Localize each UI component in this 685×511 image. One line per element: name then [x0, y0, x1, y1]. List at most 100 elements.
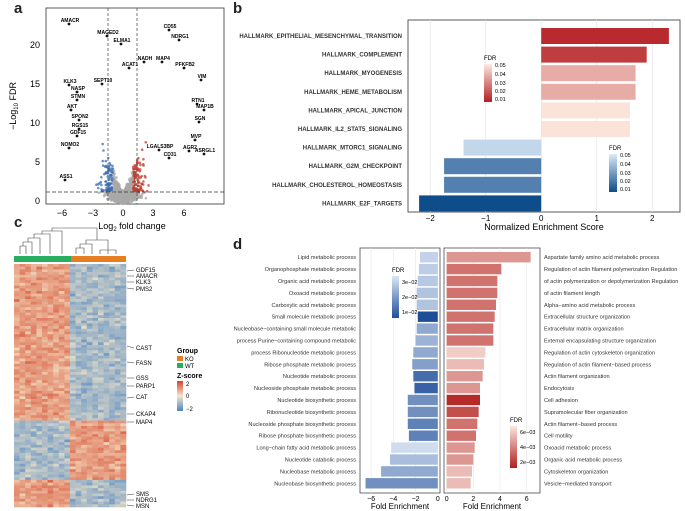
heatmap-cell [58, 396, 65, 400]
nes-x-tick-label: 2 [650, 214, 655, 223]
heatmap-cell [53, 374, 60, 378]
heatmap-cell [98, 331, 104, 335]
heatmap-cell [120, 377, 127, 381]
heatmap-cell [109, 342, 116, 346]
heatmap-cell [70, 323, 76, 327]
heatmap-cell [19, 404, 26, 408]
heatmap-cell [109, 299, 116, 303]
heatmap-cell [114, 366, 121, 370]
heatmap-cell [14, 372, 20, 375]
go-down-label: Organic acid metabolic process [278, 279, 356, 285]
heatmap-cell [70, 296, 76, 300]
heatmap-cell [98, 417, 104, 421]
heatmap-cell [70, 299, 76, 303]
heatmap-cell [25, 409, 32, 413]
volcano-point [133, 197, 137, 200]
heatmap-cell [14, 455, 20, 459]
go-up-label: External encapsulating structure organiz… [544, 339, 656, 345]
heatmap-cell [70, 426, 76, 429]
heatmap-cell [19, 336, 26, 340]
heatmap-cell [109, 358, 116, 362]
heatmap-cell [14, 461, 20, 465]
heatmap-cell [25, 474, 32, 478]
heatmap-cell [58, 493, 65, 497]
heatmap-cell [36, 423, 43, 427]
heatmap-cell [36, 347, 43, 351]
heatmap-cell [81, 312, 88, 316]
volcano-highlight-point [75, 98, 79, 102]
heatmap-cell [114, 396, 121, 400]
volcano-point [127, 193, 130, 197]
volcano-y-axis-label: −Log10 FDR [8, 82, 20, 130]
heatmap-cell [14, 488, 20, 492]
legend-tick: 3e−02 [402, 280, 417, 286]
legend-colorbar [392, 276, 399, 318]
volcano-point [126, 197, 129, 200]
heatmap-cell [64, 309, 71, 313]
heatmap-cell [58, 504, 65, 508]
heatmap-cell [64, 399, 71, 402]
heatmap-cell [58, 318, 65, 321]
heatmap-cell [14, 377, 20, 381]
volcano-highlight-point [67, 22, 71, 26]
heatmap-cell [109, 485, 116, 489]
heatmap-cell [86, 496, 93, 500]
heatmap-cell [30, 428, 37, 432]
heatmap-cell [109, 269, 116, 273]
heatmap-cell [114, 407, 121, 411]
heatmap-cell [58, 350, 65, 354]
go-right-x-tick: 2 [471, 496, 475, 503]
heatmap-cell [53, 336, 60, 340]
heatmap-cell [81, 463, 88, 467]
heatmap-cell [120, 404, 127, 408]
heatmap-cell [75, 396, 82, 400]
heatmap-cell [98, 434, 104, 438]
heatmap-cell [58, 385, 65, 389]
heatmap-cell [14, 382, 20, 386]
heatmap-cell [103, 355, 110, 359]
heatmap-cell [14, 399, 20, 402]
heatmap-cell [64, 264, 71, 267]
heatmap-cell [75, 320, 82, 324]
heatmap-cell [47, 461, 54, 465]
heatmap-cell [64, 423, 71, 427]
heatmap-cell [14, 374, 20, 378]
heatmap-gene-labels: GDF15AMACRKLK3PMS2CASTFASNGSSPARP1CATCKA… [126, 268, 158, 510]
heatmap-cell [92, 331, 99, 335]
go-down-bar [416, 323, 438, 334]
heatmap-cell [98, 336, 104, 340]
go-up-label: Cell adhesion [544, 398, 578, 404]
heatmap-cell [25, 455, 32, 459]
heatmap-cell [70, 396, 76, 400]
heatmap-cell [19, 490, 26, 494]
heatmap-cell [103, 485, 110, 489]
heatmap-cell [19, 326, 26, 330]
heatmap-cell [81, 285, 88, 289]
heatmap-cell [70, 307, 76, 311]
heatmap-cell [53, 382, 60, 386]
heatmap-cell [75, 372, 82, 375]
heatmap-cell [98, 285, 104, 289]
heatmap-cell [42, 366, 48, 370]
heatmap-cell [14, 288, 20, 292]
heatmap-cell [64, 366, 71, 370]
heatmap-cell [92, 423, 99, 427]
go-up-label: Endocytosis [544, 386, 574, 392]
y-tick-label: 10 [30, 118, 40, 128]
heatmap-cell [19, 282, 26, 286]
heatmap-cell [36, 296, 43, 300]
heatmap-cell [114, 393, 121, 397]
heatmap-cell [120, 323, 127, 327]
heatmap-cell [98, 320, 104, 324]
heatmap-cell [25, 385, 32, 389]
heatmap-cell [58, 458, 65, 462]
heatmap-cell [36, 409, 43, 413]
heatmap-cell [19, 323, 26, 327]
heatmap-cell [103, 363, 110, 367]
heatmap-cell [114, 453, 121, 456]
heatmap-cell [92, 471, 99, 475]
heatmap-cell [42, 496, 48, 500]
heatmap-cell [103, 358, 110, 362]
heatmap-cell [64, 369, 71, 373]
heatmap-cell [36, 363, 43, 367]
